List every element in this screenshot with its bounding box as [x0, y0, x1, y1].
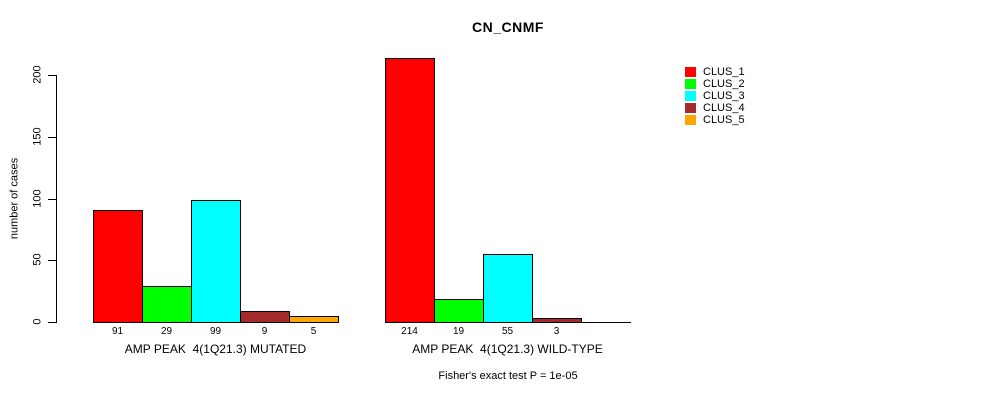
y-axis-tick-label: 150: [31, 127, 44, 146]
bar-clus_1: [93, 210, 143, 323]
bar-clus_5: [289, 316, 339, 323]
legend-swatch-icon: [685, 67, 696, 77]
bar-clus_2: [142, 286, 192, 323]
legend-item: CLUS_4: [685, 102, 815, 114]
legend: CLUS_1 CLUS_2 CLUS_3 CLUS_4 CLUS_5: [685, 66, 815, 128]
legend-item: CLUS_1: [685, 66, 815, 78]
x-axis-group-label: AMP PEAK 4(1Q21.3) WILD-TYPE: [412, 342, 603, 356]
bar-clus_2: [434, 299, 484, 323]
y-axis-line: [56, 75, 57, 323]
bar-clus_4: [532, 318, 582, 323]
y-axis-tick: [48, 137, 56, 138]
y-axis-tick-label: 100: [31, 189, 44, 208]
bar-value-label: 9: [261, 326, 268, 337]
legend-swatch-icon: [685, 91, 696, 101]
y-axis-tick-label: 0: [31, 318, 44, 325]
bar-clus_4: [240, 311, 290, 323]
legend-item: CLUS_3: [685, 90, 815, 102]
legend-item-label: CLUS_1: [703, 66, 745, 78]
legend-swatch-icon: [685, 79, 696, 89]
stat-note: Fisher's exact test P = 1e-05: [438, 370, 578, 382]
x-axis-group-label: AMP PEAK 4(1Q21.3) MUTATED: [124, 342, 307, 356]
bar-value-label: 3: [553, 326, 560, 337]
bar-clus_3: [483, 254, 533, 323]
bar-value-label: 5: [310, 326, 317, 337]
bar-value-label: 29: [160, 326, 173, 337]
legend-item: CLUS_2: [685, 78, 815, 90]
bar-clus_3: [191, 200, 241, 323]
bar-clus_1: [385, 58, 435, 323]
legend-item-label: CLUS_3: [703, 90, 745, 102]
y-axis-tick: [48, 260, 56, 261]
legend-swatch-icon: [685, 103, 696, 113]
legend-swatch-icon: [685, 115, 696, 125]
bar-value-label: 99: [209, 326, 222, 337]
chart-title: CN_CNMF: [472, 19, 544, 35]
y-axis-tick-label: 50: [31, 253, 44, 266]
y-axis-tick: [48, 322, 56, 323]
y-axis-tick: [48, 199, 56, 200]
y-axis-tick-label: 200: [31, 65, 44, 84]
y-axis-tick: [48, 75, 56, 76]
legend-item-label: CLUS_5: [703, 114, 745, 126]
legend-item-label: CLUS_4: [703, 102, 745, 114]
legend-item-label: CLUS_2: [703, 78, 745, 90]
bar-value-label: 91: [111, 326, 124, 337]
legend-item: CLUS_5: [685, 114, 815, 126]
bar-value-label: 214: [401, 326, 418, 337]
bar-value-label: 55: [501, 326, 514, 337]
bar-value-label: 19: [452, 326, 465, 337]
